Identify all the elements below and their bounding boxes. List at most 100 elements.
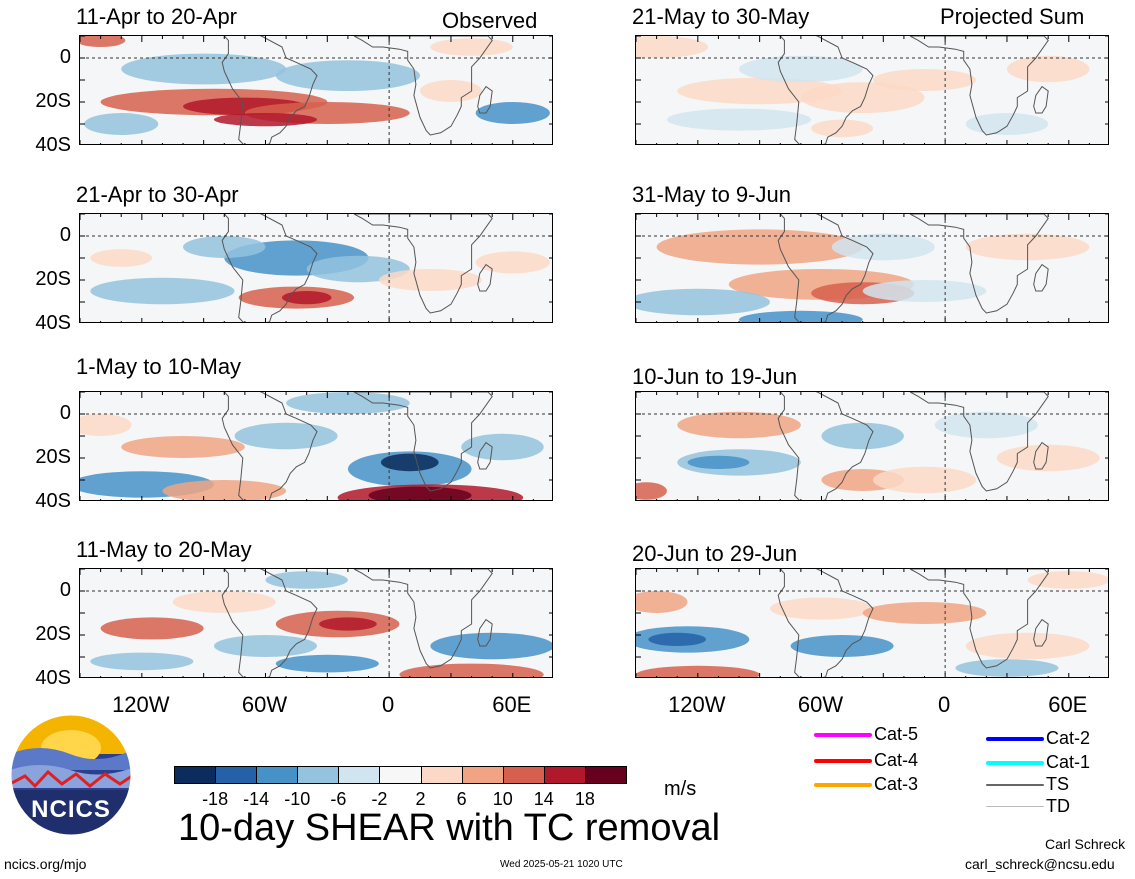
colorbar-swatch: [338, 766, 381, 784]
x-tick-label: 60E: [492, 692, 532, 717]
shear-anomaly-region: [1006, 55, 1090, 83]
website-link[interactable]: ncics.org/mjo: [4, 856, 87, 872]
colorbar-swatch: [584, 766, 627, 784]
y-tick-label: 0: [59, 224, 71, 246]
colorbar-label: -18: [202, 789, 229, 809]
legend-label: TD: [1046, 796, 1070, 816]
timestamp: Wed 2025-05-21 1020 UTC: [500, 859, 623, 870]
coastline: [777, 392, 874, 500]
y-tick-label: 40S: [35, 667, 71, 689]
shear-anomaly-region: [996, 444, 1100, 472]
shear-anomaly-region: [368, 486, 472, 500]
shear-anomaly-region: [100, 617, 204, 640]
shear-anomaly-region: [213, 113, 317, 127]
main-title: 10-day SHEAR with TC removal: [178, 807, 721, 849]
coastline: [477, 441, 493, 470]
coastline: [909, 569, 1049, 669]
observed-label: Observed: [442, 8, 538, 33]
shear-anomaly-region: [90, 652, 194, 671]
author-name: Carl Schreck: [1045, 836, 1126, 852]
legend-label: Cat-3: [874, 774, 919, 794]
legend-label: Cat-1: [1046, 752, 1091, 772]
shear-anomaly-region: [430, 632, 552, 660]
shear-anomaly-region: [213, 635, 317, 657]
shear-anomaly-region: [121, 53, 287, 85]
coastline: [1033, 441, 1049, 470]
shear-anomaly-region: [636, 36, 709, 58]
colorbar: -18 -14 -10 -6 -2 2 6 10 14 18: [174, 766, 627, 816]
shear-anomaly-region: [265, 571, 348, 589]
shear-anomaly-region: [873, 69, 977, 91]
shear-anomaly-region: [862, 602, 987, 624]
legend-label: Cat-5: [874, 724, 919, 744]
legend-line-swatch: [986, 784, 1044, 786]
colorbar-label: 2: [415, 789, 426, 809]
shear-anomaly-region: [286, 392, 410, 414]
shear-anomaly-region: [90, 249, 153, 267]
colorbar-unit: m/s: [664, 778, 697, 800]
shear-anomaly-region: [378, 269, 482, 291]
shear-anomaly-region: [769, 597, 873, 620]
colorbar-label: 10: [492, 789, 513, 809]
coastline: [777, 36, 874, 144]
panel-title: 21-Apr to 30-Apr: [76, 182, 239, 207]
shear-anomaly-region: [80, 414, 132, 436]
shear-map-panel: [635, 391, 1109, 501]
x-tick-label: 120W: [112, 692, 170, 717]
y-tick-label: 20S: [35, 623, 71, 645]
colorbar-label: -2: [371, 789, 388, 809]
coastline: [221, 36, 318, 144]
shear-anomaly-region: [677, 411, 801, 439]
colorbar-swatch: [502, 766, 545, 784]
legend-label: Cat-2: [1046, 728, 1091, 748]
projected-sum-label: Projected Sum: [940, 4, 1085, 29]
coastline: [477, 85, 493, 114]
y-tick-label: 0: [59, 46, 71, 68]
shear-map-panel: [79, 568, 553, 678]
coastline: [1033, 85, 1049, 114]
y-tick-label: 0: [59, 402, 71, 424]
shear-anomaly-region: [636, 288, 770, 316]
shear-anomaly-region: [281, 291, 332, 305]
legend-line-swatch: [986, 737, 1044, 741]
shear-anomaly-region: [121, 436, 245, 458]
shear-anomaly-region: [636, 591, 688, 613]
shear-anomaly-region: [90, 277, 235, 305]
shear-anomaly-region: [677, 77, 843, 105]
shear-anomaly-region: [965, 113, 1049, 135]
shear-anomaly-region: [648, 632, 707, 646]
x-tick-label: 60W: [797, 692, 844, 717]
y-tick-label: 0: [59, 579, 71, 601]
colorbar-swatch: [256, 766, 299, 784]
coastline: [909, 214, 1049, 314]
coastline: [221, 392, 318, 500]
legend-label: Cat-4: [874, 750, 919, 770]
shear-map-panel: [79, 213, 553, 323]
x-tick-label: 0: [938, 692, 951, 717]
shear-anomaly-region: [380, 453, 439, 472]
coastline: [909, 392, 1049, 492]
legend-line-swatch: [814, 733, 872, 737]
y-tick-label: 20S: [35, 446, 71, 468]
colorbar-swatch: [297, 766, 340, 784]
shear-anomaly-region: [475, 102, 550, 124]
colorbar-swatch: [420, 766, 463, 784]
coastline: [353, 392, 493, 492]
colorbar-label: 6: [456, 789, 467, 809]
colorbar-label: 18: [574, 789, 595, 809]
y-tick-label: 20S: [35, 268, 71, 290]
coastline: [477, 618, 493, 647]
colorbar-swatch: [174, 766, 217, 784]
colorbar-label: -6: [330, 789, 347, 809]
colorbar-label: 14: [533, 789, 554, 809]
legend-line-swatch: [986, 806, 1044, 807]
shear-anomaly-region: [656, 229, 863, 265]
panel-title: 11-May to 20-May: [76, 537, 252, 562]
shear-anomaly-region: [80, 36, 126, 47]
coastline: [777, 569, 874, 677]
shear-anomaly-region: [430, 38, 513, 56]
author-email[interactable]: carl_schreck@ncsu.edu: [965, 856, 1115, 872]
shear-anomaly-region: [862, 280, 987, 302]
shear-anomaly-region: [475, 251, 550, 274]
x-tick-label: 0: [382, 692, 395, 717]
